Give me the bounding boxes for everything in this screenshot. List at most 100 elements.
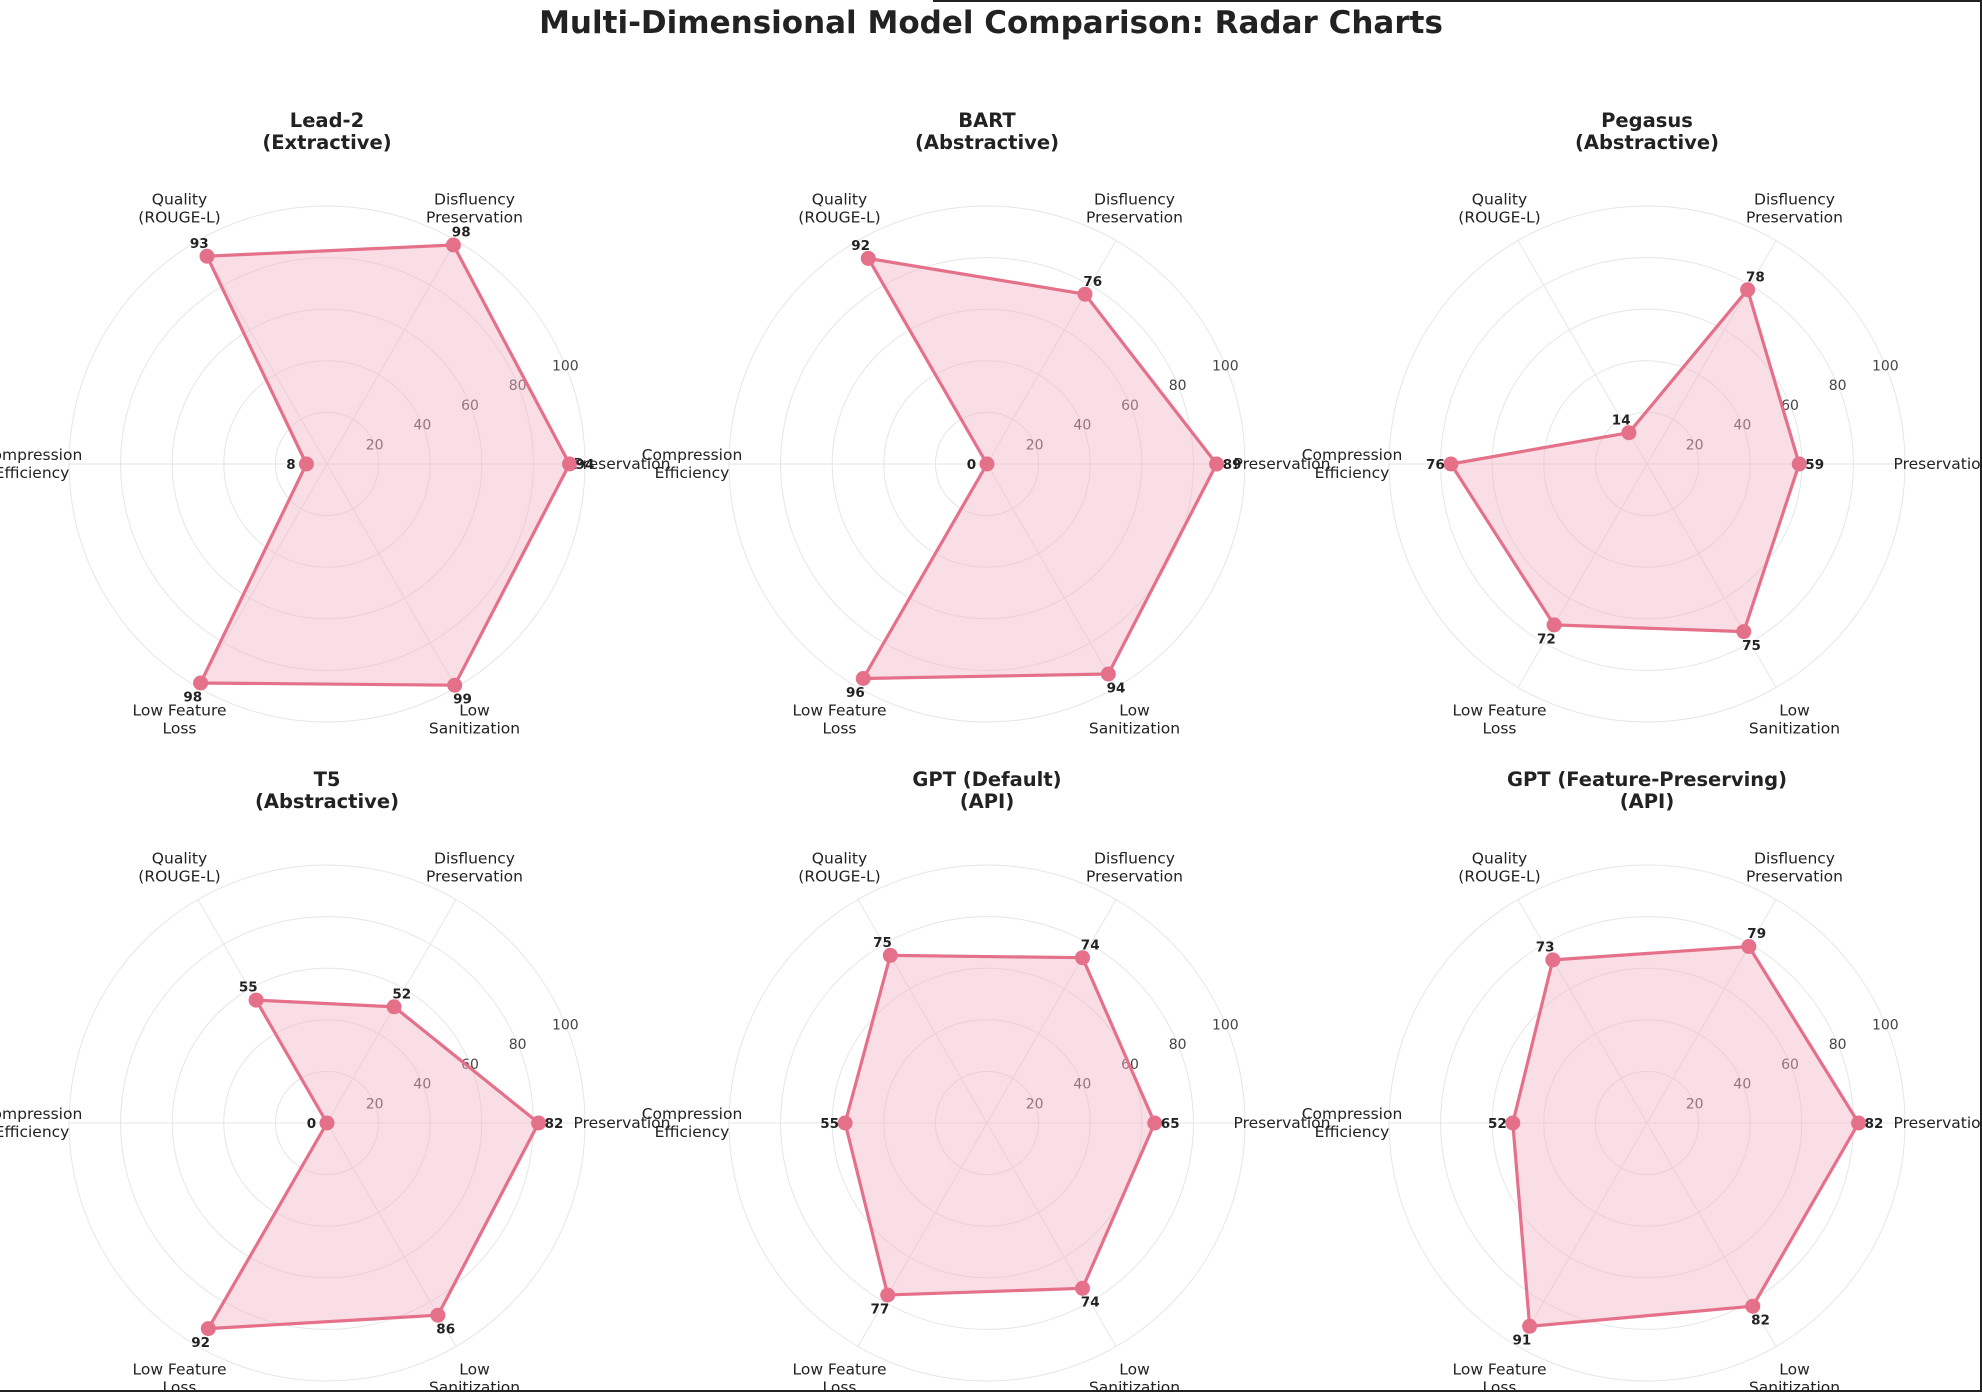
axis-label: Low Feature Loss [792,702,886,738]
value-label: 78 [1746,269,1765,285]
data-point [447,677,463,693]
axis-label: Preservation [1894,455,1982,473]
axis-spoke [1646,899,1777,1124]
value-label: 52 [1488,1116,1507,1132]
series-area [200,245,570,686]
axis-label: Quality (ROUGE-L) [138,850,220,886]
radial-tick-label: 40 [413,418,431,434]
value-label: 76 [1426,457,1445,473]
axis-spoke [1646,240,1777,465]
data-point [880,1287,896,1303]
radial-tick-label: 20 [1686,1096,1704,1112]
chart-title: Pegasus (Abstractive) [1575,109,1719,154]
axis-spoke [986,1122,1117,1347]
value-label: 55 [820,1116,839,1132]
data-point [1522,1318,1538,1334]
axis-label: Preservation [574,455,671,473]
axis-label: Quality (ROUGE-L) [1458,191,1540,227]
axis-label: Preservation [1894,1114,1982,1132]
axis-label: Low Feature Loss [132,702,226,738]
axis-spoke [857,899,988,1124]
radial-tick-label: 100 [1212,358,1239,374]
series-area [1512,946,1859,1327]
axis-label: Quality (ROUGE-L) [798,191,880,227]
value-label: 0 [967,457,976,473]
axis-label: Low Feature Loss [132,1361,226,1392]
axis-spoke [197,463,328,688]
radial-tick-label: 20 [366,1096,384,1112]
data-point [531,1115,547,1131]
axis-spoke [857,1122,988,1347]
axis-label: Disfluency Preservation [426,191,523,227]
data-point [200,1321,216,1337]
data-point [1075,950,1090,966]
radial-tick-label: 100 [552,358,579,374]
data-point [1621,425,1637,441]
axis-label: Low Feature Loss [1452,1361,1546,1392]
value-label: 59 [1805,457,1824,473]
axis-spoke [1517,899,1648,1124]
radial-tick-label: 80 [1829,378,1847,394]
value-label: 93 [190,236,209,252]
axis-label: Quality (ROUGE-L) [798,850,880,886]
data-point [193,675,209,691]
data-point [882,947,898,963]
value-label: 98 [183,689,202,705]
radar-chart-3: 20 40 60 80 100 Preservation Disfluency Preserv… [1302,109,1982,738]
data-point [1736,624,1752,640]
radar-chart-6: 20 40 60 80 100 Preservation Disfluency Preserv… [1302,768,1982,1392]
value-label: 14 [1612,412,1631,428]
chart-title: Lead-2 (Extractive) [262,109,391,154]
data-point [1851,1115,1867,1131]
data-point [562,456,577,472]
value-label: 86 [436,1322,455,1338]
chart-title: GPT (Default) (API) [912,768,1061,813]
data-point [979,456,995,472]
value-label: 79 [1747,926,1766,942]
axis-label: Disfluency Preservation [1746,850,1843,886]
value-label: 94 [576,457,595,473]
data-point [837,1115,853,1131]
frame-top-border [933,0,1982,2]
radial-tick-label: 60 [1781,398,1799,414]
radial-tick-label: 80 [1169,378,1187,394]
value-label: 52 [392,986,411,1002]
radial-tick-label: 40 [1073,1077,1091,1093]
axis-spoke [326,463,457,688]
axis-spoke [1646,463,1777,688]
data-point [319,1115,335,1131]
value-label: 76 [1083,274,1102,290]
data-point [1791,456,1807,472]
axis-label: Disfluency Preservation [1086,850,1183,886]
data-point [1546,617,1562,633]
radial-tick-label: 80 [1829,1037,1847,1053]
data-point [1209,456,1225,472]
data-point [298,456,314,472]
radial-tick-label: 20 [1026,437,1044,453]
radial-tick-label: 100 [1872,1017,1899,1033]
chart-title: GPT (Feature-Preserving) (API) [1507,768,1787,813]
radial-tick-label: 100 [1872,358,1899,374]
radial-tick-label: 80 [1169,1037,1187,1053]
value-label: 77 [871,1302,890,1318]
radial-tick-label: 20 [1686,437,1704,453]
value-label: 72 [1537,631,1556,647]
axis-spoke [986,899,1117,1124]
axis-spoke [986,463,1117,688]
series-area [1450,289,1800,632]
axis-label: Low Sanitization [1749,702,1840,738]
frame-bottom-border [0,1390,1982,1392]
axis-spoke [986,240,1117,465]
value-label: 75 [873,935,892,951]
data-point [855,671,871,686]
data-point [430,1307,446,1323]
chart-title: BART (Abstractive) [915,109,1059,154]
data-point [1147,1115,1163,1131]
data-point [1740,282,1756,298]
